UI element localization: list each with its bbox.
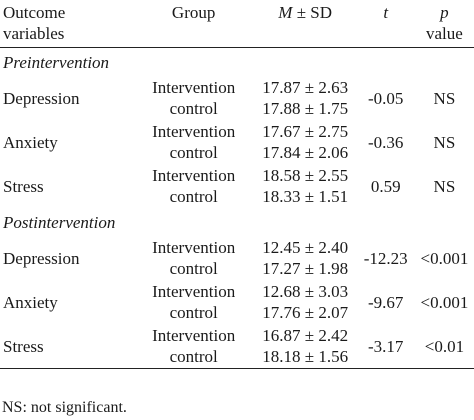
cell-variable: Stress [3, 176, 44, 196]
mean-sd-intervention: 16.87 ± 2.42 [262, 326, 349, 345]
cell-group: Intervention control [134, 120, 254, 164]
table-row: Stress Intervention control 16.87 ± 2.42 18.… [0, 324, 474, 369]
cell-variable: Depression [3, 248, 80, 268]
cell-mean-sd: 12.68 ± 3.03 17.76 ± 2.07 [254, 280, 357, 324]
cell-p-value: <0.01 [424, 336, 465, 356]
header-var-line2: variables [3, 24, 65, 43]
mean-sd-intervention: 12.68 ± 3.03 [262, 282, 349, 301]
mean-sd-control: 17.76 ± 2.07 [262, 303, 349, 322]
group-control: control [169, 143, 218, 162]
group-control: control [169, 303, 218, 322]
section-label: Postintervention [3, 212, 116, 232]
table-row: Stress Intervention control 18.58 ± 2.55 18.… [0, 164, 474, 208]
mean-sd-control: 18.33 ± 1.51 [262, 187, 349, 206]
cell-t: 0.59 [370, 176, 401, 196]
cell-p-value: NS [433, 176, 456, 196]
cell-p-value: NS [433, 88, 456, 108]
cell-mean-sd: 12.45 ± 2.40 17.27 ± 1.98 [254, 236, 357, 280]
mean-sd-control: 17.27 ± 1.98 [262, 259, 349, 278]
results-table: Outcome variables Group M ± SD t p value… [0, 0, 474, 369]
section-row: Preintervention [0, 48, 474, 77]
cell-mean-sd: 17.87 ± 2.63 17.88 ± 1.75 [254, 76, 357, 120]
mean-sd-control: 18.18 ± 1.56 [262, 347, 349, 366]
group-intervention: Intervention [152, 122, 236, 141]
cell-t: -0.36 [367, 132, 404, 152]
header-p-line1: p [440, 3, 449, 22]
table-row: Anxiety Intervention control 17.67 ± 2.75 17… [0, 120, 474, 164]
group-control: control [169, 259, 218, 278]
header-outcome-variables: Outcome variables [0, 0, 134, 48]
mean-sd-intervention: 17.67 ± 2.75 [262, 122, 349, 141]
section-row: Postintervention [0, 208, 474, 236]
cell-t: -12.23 [363, 248, 408, 268]
cell-p-value: <0.001 [420, 248, 469, 268]
group-control: control [169, 187, 218, 206]
table-row: Depression Intervention control 12.45 ± 2.4… [0, 236, 474, 280]
group-intervention: Intervention [152, 282, 236, 301]
table-row: Depression Intervention control 17.87 ± 2.6… [0, 76, 474, 120]
group-control: control [169, 99, 218, 118]
group-intervention: Intervention [152, 238, 236, 257]
mean-sd-control: 17.88 ± 1.75 [262, 99, 349, 118]
group-control: control [169, 347, 218, 366]
header-group: Group [171, 3, 216, 22]
cell-variable: Anxiety [3, 132, 58, 152]
cell-group: Intervention control [134, 280, 254, 324]
header-p-line2: value [426, 24, 463, 43]
section-label: Preintervention [3, 52, 110, 72]
table-row: Anxiety Intervention control 12.68 ± 3.03 17… [0, 280, 474, 324]
group-intervention: Intervention [152, 78, 236, 97]
cell-mean-sd: 18.58 ± 2.55 18.33 ± 1.51 [254, 164, 357, 208]
header-var-line1: Outcome [3, 3, 66, 22]
header-ms-rest: ± SD [292, 3, 333, 22]
cell-group: Intervention control [134, 324, 254, 369]
table-body: Preintervention Depression Intervention con… [0, 48, 474, 369]
header-mean-sd: M ± SD [254, 0, 357, 48]
cell-t: -9.67 [367, 292, 404, 312]
cell-mean-sd: 16.87 ± 2.42 18.18 ± 1.56 [254, 324, 357, 369]
group-intervention: Intervention [152, 166, 236, 185]
cell-p-value: NS [433, 132, 456, 152]
mean-sd-intervention: 18.58 ± 2.55 [262, 166, 349, 185]
header-ms-m: M [278, 3, 293, 22]
cell-group: Intervention control [134, 164, 254, 208]
mean-sd-intervention: 12.45 ± 2.40 [262, 238, 349, 257]
cell-group: Intervention control [134, 76, 254, 120]
mean-sd-control: 17.84 ± 2.06 [262, 143, 349, 162]
cell-t: -3.17 [367, 336, 404, 356]
cell-mean-sd: 17.67 ± 2.75 17.84 ± 2.06 [254, 120, 357, 164]
cell-p-value: <0.001 [420, 292, 469, 312]
cell-group: Intervention control [134, 236, 254, 280]
cell-t: -0.05 [367, 88, 404, 108]
header-row: Outcome variables Group M ± SD t p value [0, 0, 474, 48]
cell-variable: Stress [3, 336, 44, 356]
footnote: NS: not significant. [2, 399, 127, 416]
header-t: t [383, 3, 389, 22]
group-intervention: Intervention [152, 326, 236, 345]
cell-variable: Depression [3, 88, 80, 108]
cell-variable: Anxiety [3, 292, 58, 312]
mean-sd-intervention: 17.87 ± 2.63 [262, 78, 349, 97]
header-p-value: p value [415, 0, 474, 48]
